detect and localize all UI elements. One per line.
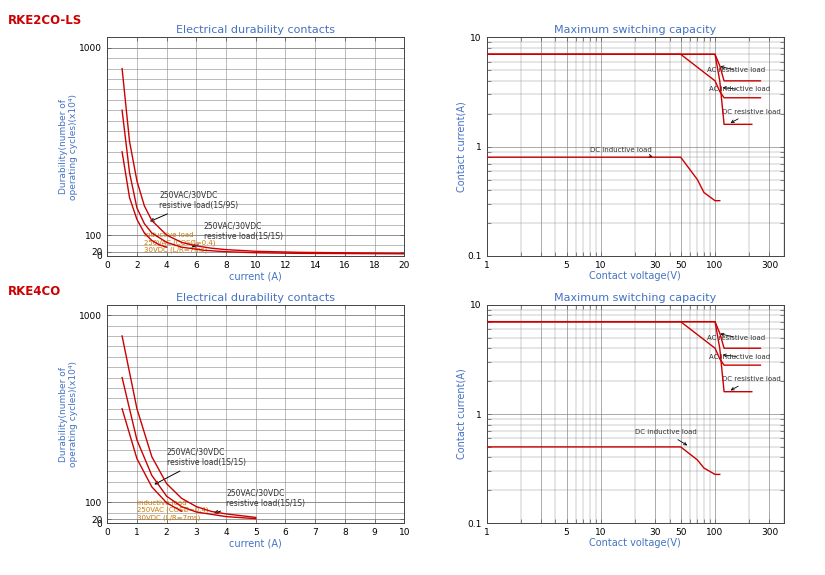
Text: AC inductive load: AC inductive load xyxy=(709,354,770,360)
Text: DC resistive load: DC resistive load xyxy=(722,109,780,122)
Text: DC resistive load: DC resistive load xyxy=(722,376,780,390)
Title: Electrical durability contacts: Electrical durability contacts xyxy=(177,25,335,35)
Text: AC inductive load: AC inductive load xyxy=(709,86,770,93)
Title: Electrical durability contacts: Electrical durability contacts xyxy=(177,293,335,302)
Title: Maximum switching capacity: Maximum switching capacity xyxy=(554,25,716,35)
Text: AC resistive load: AC resistive load xyxy=(707,334,765,340)
Text: 250VAC/30VDC
resistive load(1S/9S): 250VAC/30VDC resistive load(1S/9S) xyxy=(151,191,238,221)
Text: inductive load
250VAC (COSØ=0.4)
30VDC (L/R=7ms): inductive load 250VAC (COSØ=0.4) 30VDC (… xyxy=(144,232,216,254)
Text: 250VAC/30VDC
resistive load(1S/1S): 250VAC/30VDC resistive load(1S/1S) xyxy=(214,488,305,513)
Y-axis label: Durability(number of
operating cycles)(x10⁴): Durability(number of operating cycles)(x… xyxy=(59,94,78,200)
X-axis label: Contact voltage(V): Contact voltage(V) xyxy=(589,271,681,281)
X-axis label: current (A): current (A) xyxy=(229,271,282,281)
Text: 250VAC/30VDC
resistive load(1S/1S): 250VAC/30VDC resistive load(1S/1S) xyxy=(155,447,246,484)
Y-axis label: Contact current(A): Contact current(A) xyxy=(456,369,466,459)
Text: RKE2CO-LS: RKE2CO-LS xyxy=(8,14,83,28)
Title: Maximum switching capacity: Maximum switching capacity xyxy=(554,293,716,302)
Y-axis label: Contact current(A): Contact current(A) xyxy=(456,101,466,192)
Text: DC inductive load: DC inductive load xyxy=(590,147,652,157)
Text: inductive load
250VAC (COSØ=0.4)
30VDC (L/R=7ms): inductive load 250VAC (COSØ=0.4) 30VDC (… xyxy=(137,500,209,521)
X-axis label: current (A): current (A) xyxy=(229,539,282,549)
Y-axis label: Durability(number of
operating cycles)(x10⁴): Durability(number of operating cycles)(x… xyxy=(59,361,78,467)
Text: RKE4CO: RKE4CO xyxy=(8,285,62,298)
Text: DC inductive load: DC inductive load xyxy=(635,430,697,445)
Text: 250VAC/30VDC
resistive load(1S/1S): 250VAC/30VDC resistive load(1S/1S) xyxy=(192,222,283,247)
X-axis label: Contact voltage(V): Contact voltage(V) xyxy=(589,539,681,549)
Text: AC resistive load: AC resistive load xyxy=(707,66,765,73)
